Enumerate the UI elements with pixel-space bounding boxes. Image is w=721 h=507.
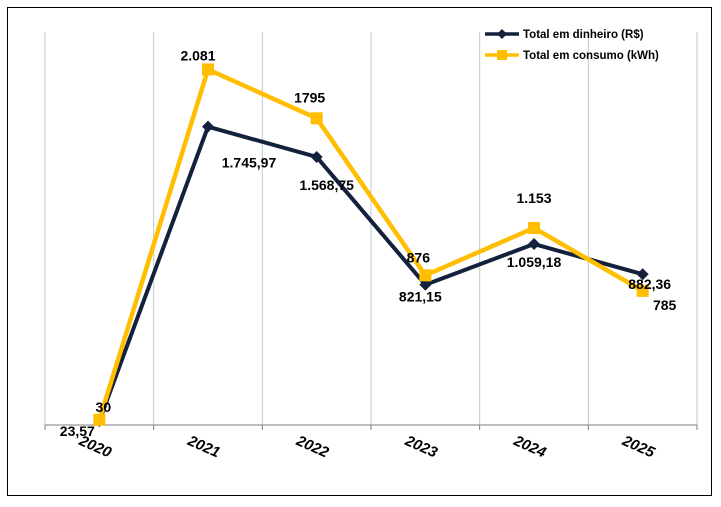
data-label: 785 (653, 297, 677, 313)
legend-label: Total em consumo (kWh) (523, 50, 659, 62)
data-point-diamond (528, 238, 540, 251)
data-label: 821,15 (399, 289, 442, 305)
data-point-square (93, 413, 106, 426)
data-label: 1.059,18 (507, 254, 562, 270)
series-line-dinheiro (97, 124, 645, 423)
x-tick-label: 2022 (293, 432, 332, 462)
legend-marker-square (497, 50, 507, 60)
x-tick-label: 2024 (510, 432, 549, 462)
data-label: 876 (407, 249, 431, 265)
data-point-diamond (202, 120, 214, 133)
data-label: 1.153 (516, 190, 551, 206)
legend-marker-diamond (497, 29, 507, 39)
data-label: 882,36 (628, 276, 671, 292)
data-label: 1.568,75 (299, 177, 354, 193)
legend-label: Total em dinheiro (R$) (523, 29, 644, 41)
x-tick-label: 2023 (402, 432, 441, 462)
data-point-diamond (636, 268, 649, 281)
data-point-square (528, 221, 540, 234)
series-line-consumo (97, 67, 645, 423)
x-tick-label: 2021 (184, 432, 222, 462)
data-label: 1.745,97 (222, 155, 277, 171)
chart-frame (7, 7, 712, 496)
data-label: 2.081 (180, 47, 215, 63)
data-point-square (310, 112, 323, 125)
data-label: 30 (96, 399, 112, 415)
data-point-square (202, 63, 214, 76)
data-label: 1795 (294, 89, 325, 105)
data-point-square (636, 284, 649, 297)
data-point-square (419, 269, 432, 282)
data-point-diamond (419, 278, 432, 291)
x-tick-label: 2025 (619, 432, 658, 462)
data-point-diamond (310, 150, 323, 163)
data-label: 23,57 (60, 423, 95, 439)
